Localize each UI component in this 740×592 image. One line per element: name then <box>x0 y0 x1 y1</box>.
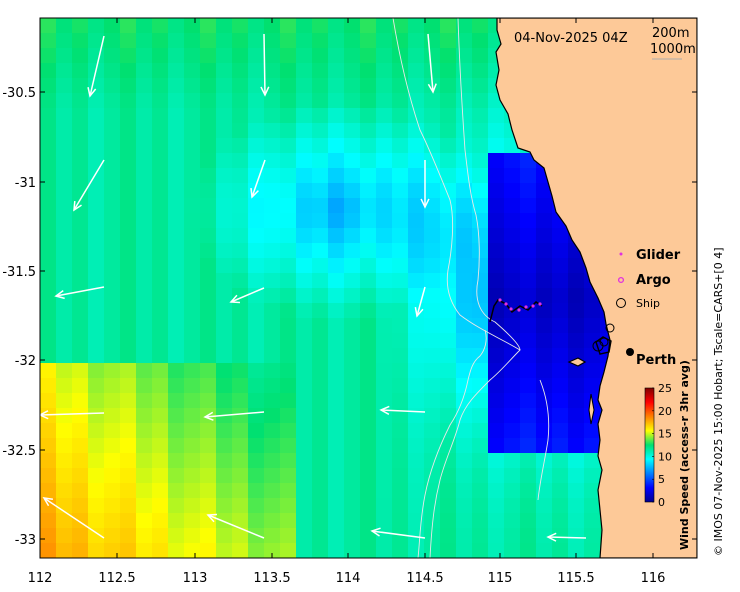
x-tick-label: 115 <box>488 571 513 586</box>
glider-position-dot <box>504 302 508 306</box>
wind-arrow <box>427 33 437 94</box>
wind-arrow <box>260 33 270 97</box>
wind-arrow <box>203 411 265 421</box>
wind-arrow <box>206 513 265 539</box>
glider-position-dot <box>509 307 513 311</box>
bathymetry-contours <box>392 18 550 558</box>
y-tick-label: -31.5 <box>2 265 36 280</box>
wind-arrow <box>42 497 105 539</box>
argo-legend-marker <box>617 276 625 284</box>
x-tick-label: 114 <box>336 571 361 586</box>
x-tick-label: 112.5 <box>98 571 135 586</box>
wind-arrow <box>73 159 105 212</box>
y-tick-label: -32 <box>15 354 36 369</box>
wind-arrow <box>546 532 587 542</box>
copyright-notice: © IMOS 07-Nov-2025 15:00 Hobart; Tscale=… <box>712 247 725 556</box>
y-tick-label: -33 <box>15 533 36 548</box>
perth-dot <box>626 348 634 356</box>
colorbar-title: Wind Speed (access-r 3hr avg) <box>678 360 691 550</box>
x-tick-label: 116 <box>641 571 666 586</box>
colorbar-tick-label: 0 <box>658 496 665 509</box>
glider-legend-marker <box>619 252 623 256</box>
wind-arrow <box>229 287 265 304</box>
contour-label-200m: 200m <box>652 26 689 41</box>
glider-position-dot <box>517 308 521 312</box>
glider-position-dot <box>538 302 542 306</box>
glider-position-dot <box>498 298 502 302</box>
wind-arrow <box>370 527 426 539</box>
glider-legend-label: Glider <box>636 248 681 263</box>
x-tick-label: 113 <box>183 571 208 586</box>
y-axis: -30.5 -31 -31.5 -32 -32.5 -33 <box>2 86 697 548</box>
map-timestamp: 04-Nov-2025 04Z <box>514 31 628 46</box>
garden-island <box>588 393 595 425</box>
wind-arrow <box>250 159 266 199</box>
perth-label: Perth <box>636 353 676 368</box>
colorbar-tick-label: 20 <box>658 405 672 418</box>
glider-position-dot <box>531 304 535 308</box>
x-tick-label: 113.5 <box>253 571 290 586</box>
coastal-feature <box>595 336 612 355</box>
y-tick-label: -32.5 <box>2 444 36 459</box>
contour-label-1000m: 1000m <box>650 42 696 57</box>
y-tick-label: -31 <box>15 176 36 191</box>
glider-positions <box>498 298 542 312</box>
rottnest-island <box>567 357 587 367</box>
y-tick-label: -30.5 <box>2 86 36 101</box>
wind-arrow <box>87 35 105 98</box>
wind-arrow <box>420 160 430 209</box>
x-tick-label: 114.5 <box>406 571 443 586</box>
x-axis: 112 112.5 113 113.5 114 114.5 115 115.5 116 <box>28 18 666 586</box>
wind-arrow <box>379 405 426 415</box>
colorbar <box>644 387 655 503</box>
glider-position-dot <box>524 305 528 309</box>
ship-marker <box>605 323 615 333</box>
colorbar-tick-label: 5 <box>658 473 665 486</box>
wind-arrow <box>414 286 426 318</box>
wind-arrows <box>38 33 587 542</box>
wind-arrow <box>54 286 105 300</box>
colorbar-tick-label: 25 <box>658 382 672 395</box>
ship-legend-marker <box>616 298 626 308</box>
colorbar-tick-label: 15 <box>658 428 672 441</box>
colorbar-ticks: 0 5 10 15 20 25 <box>652 382 672 509</box>
argo-legend-label: Argo <box>636 273 671 288</box>
ship-legend-label: Ship <box>636 297 660 310</box>
ship-marker <box>599 337 609 347</box>
plot-frame <box>39 17 698 559</box>
x-tick-label: 112 <box>28 571 53 586</box>
x-tick-label: 115.5 <box>557 571 594 586</box>
colorbar-tick-label: 10 <box>658 450 672 463</box>
